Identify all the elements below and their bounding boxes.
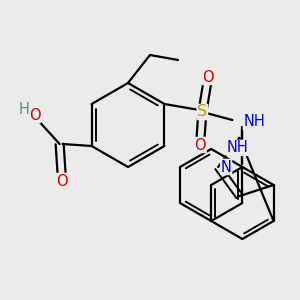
Text: O: O — [195, 137, 206, 152]
Text: O: O — [56, 173, 68, 188]
Text: O: O — [202, 70, 214, 85]
Text: S: S — [197, 104, 207, 119]
Text: NH: NH — [243, 115, 265, 130]
Text: N: N — [221, 160, 232, 175]
Text: NH: NH — [226, 140, 248, 155]
Text: O: O — [29, 107, 40, 122]
Text: H: H — [18, 101, 29, 116]
